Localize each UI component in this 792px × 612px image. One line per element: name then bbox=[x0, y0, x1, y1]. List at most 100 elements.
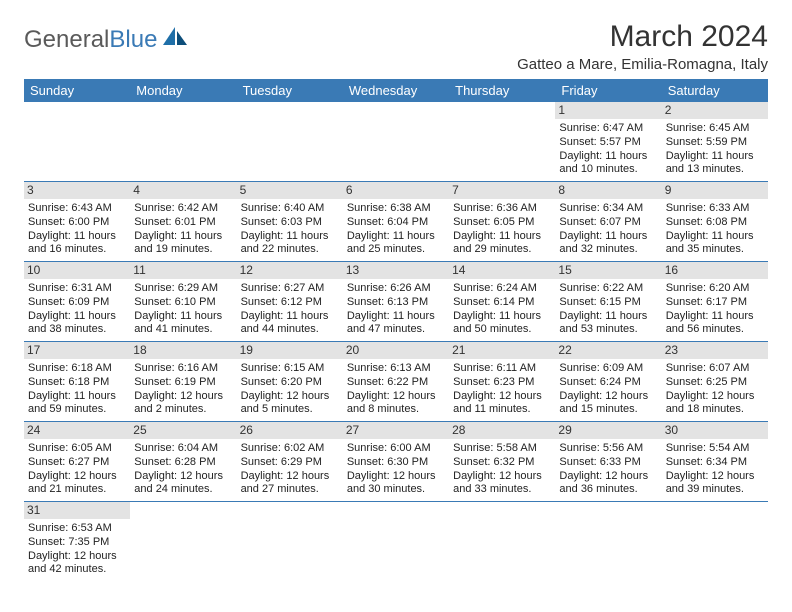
sunrise-line: Sunrise: 6:24 AM bbox=[453, 282, 551, 296]
sunrise-line: Sunrise: 6:31 AM bbox=[28, 282, 126, 296]
sunset-line: Sunset: 6:14 PM bbox=[453, 296, 551, 310]
day-number: 3 bbox=[24, 182, 130, 199]
blank-cell bbox=[237, 102, 343, 181]
sunrise-line: Sunrise: 6:02 AM bbox=[241, 442, 339, 456]
daylight-line: Daylight: 12 hours and 15 minutes. bbox=[559, 390, 657, 418]
sunrise-line: Sunrise: 6:18 AM bbox=[28, 362, 126, 376]
sunset-line: Sunset: 5:57 PM bbox=[559, 136, 657, 150]
day-cell: 5Sunrise: 6:40 AMSunset: 6:03 PMDaylight… bbox=[237, 182, 343, 261]
sunrise-line: Sunrise: 6:34 AM bbox=[559, 202, 657, 216]
day-cell: 16Sunrise: 6:20 AMSunset: 6:17 PMDayligh… bbox=[662, 262, 768, 341]
day-number: 16 bbox=[662, 262, 768, 279]
sunset-line: Sunset: 6:10 PM bbox=[134, 296, 232, 310]
sunrise-line: Sunrise: 6:16 AM bbox=[134, 362, 232, 376]
logo-text-blue: Blue bbox=[109, 26, 157, 54]
daylight-line: Daylight: 11 hours and 29 minutes. bbox=[453, 230, 551, 258]
day-header: Sunday bbox=[24, 79, 130, 102]
blank-cell bbox=[24, 102, 130, 181]
title-block: March 2024 Gatteo a Mare, Emilia-Romagna… bbox=[517, 20, 768, 73]
day-cell: 2Sunrise: 6:45 AMSunset: 5:59 PMDaylight… bbox=[662, 102, 768, 181]
day-header: Friday bbox=[555, 79, 661, 102]
week-row: 3Sunrise: 6:43 AMSunset: 6:00 PMDaylight… bbox=[24, 182, 768, 262]
sunrise-line: Sunrise: 6:38 AM bbox=[347, 202, 445, 216]
blank-cell bbox=[343, 502, 449, 581]
day-header: Tuesday bbox=[237, 79, 343, 102]
sunrise-line: Sunrise: 6:09 AM bbox=[559, 362, 657, 376]
day-cell: 9Sunrise: 6:33 AMSunset: 6:08 PMDaylight… bbox=[662, 182, 768, 261]
day-cell: 18 Sunrise: 6:16 AMSunset: 6:19 PMDayligh… bbox=[130, 342, 236, 421]
day-cell: 22 Sunrise: 6:09 AMSunset: 6:24 PMDayligh… bbox=[555, 342, 661, 421]
day-number: 4 bbox=[130, 182, 236, 199]
sunrise-line: Sunrise: 6:11 AM bbox=[453, 362, 551, 376]
sunrise-line: Sunrise: 5:58 AM bbox=[453, 442, 551, 456]
daylight-line: Daylight: 12 hours and 2 minutes. bbox=[134, 390, 232, 418]
sunrise-line: Sunrise: 6:15 AM bbox=[241, 362, 339, 376]
sunset-line: Sunset: 6:22 PM bbox=[347, 376, 445, 390]
day-number: 8 bbox=[555, 182, 661, 199]
sunrise-line: Sunrise: 5:54 AM bbox=[666, 442, 764, 456]
day-header: Monday bbox=[130, 79, 236, 102]
day-number: 11 bbox=[130, 262, 236, 279]
day-cell: 17Sunrise: 6:18 AMSunset: 6:18 PMDayligh… bbox=[24, 342, 130, 421]
daylight-line: Daylight: 12 hours and 42 minutes. bbox=[28, 550, 126, 578]
week-row: 10Sunrise: 6:31 AMSunset: 6:09 PMDayligh… bbox=[24, 262, 768, 342]
day-number: 18 bbox=[130, 342, 236, 359]
sunset-line: Sunset: 6:07 PM bbox=[559, 216, 657, 230]
day-cell: 26Sunrise: 6:02 AMSunset: 6:29 PMDayligh… bbox=[237, 422, 343, 501]
daylight-line: Daylight: 11 hours and 22 minutes. bbox=[241, 230, 339, 258]
sunset-line: Sunset: 6:03 PM bbox=[241, 216, 339, 230]
week-row: 1Sunrise: 6:47 AMSunset: 5:57 PMDaylight… bbox=[24, 102, 768, 182]
sunrise-line: Sunrise: 6:36 AM bbox=[453, 202, 551, 216]
day-number: 24 bbox=[24, 422, 130, 439]
blank-cell bbox=[449, 502, 555, 581]
sunset-line: Sunset: 6:34 PM bbox=[666, 456, 764, 470]
sunrise-line: Sunrise: 6:47 AM bbox=[559, 122, 657, 136]
daylight-line: Daylight: 11 hours and 32 minutes. bbox=[559, 230, 657, 258]
sunrise-line: Sunrise: 6:43 AM bbox=[28, 202, 126, 216]
day-number: 25 bbox=[130, 422, 236, 439]
sail-icon bbox=[161, 25, 189, 52]
day-number: 22 bbox=[555, 342, 661, 359]
day-number: 10 bbox=[24, 262, 130, 279]
sunset-line: Sunset: 6:18 PM bbox=[28, 376, 126, 390]
day-number: 15 bbox=[555, 262, 661, 279]
sunrise-line: Sunrise: 6:33 AM bbox=[666, 202, 764, 216]
daylight-line: Daylight: 11 hours and 25 minutes. bbox=[347, 230, 445, 258]
sunrise-line: Sunrise: 6:20 AM bbox=[666, 282, 764, 296]
sunset-line: Sunset: 6:15 PM bbox=[559, 296, 657, 310]
sunset-line: Sunset: 7:35 PM bbox=[28, 536, 126, 550]
day-cell: 10Sunrise: 6:31 AMSunset: 6:09 PMDayligh… bbox=[24, 262, 130, 341]
blank-cell bbox=[130, 502, 236, 581]
day-cell: 24Sunrise: 6:05 AMSunset: 6:27 PMDayligh… bbox=[24, 422, 130, 501]
sunrise-line: Sunrise: 6:13 AM bbox=[347, 362, 445, 376]
day-cell: 1Sunrise: 6:47 AMSunset: 5:57 PMDaylight… bbox=[555, 102, 661, 181]
day-header: Saturday bbox=[662, 79, 768, 102]
daylight-line: Daylight: 12 hours and 39 minutes. bbox=[666, 470, 764, 498]
sunset-line: Sunset: 6:04 PM bbox=[347, 216, 445, 230]
day-number: 6 bbox=[343, 182, 449, 199]
sunset-line: Sunset: 6:05 PM bbox=[453, 216, 551, 230]
calendar-page: GeneralBlue March 2024 Gatteo a Mare, Em… bbox=[0, 0, 792, 601]
sunset-line: Sunset: 6:29 PM bbox=[241, 456, 339, 470]
day-cell: 4Sunrise: 6:42 AMSunset: 6:01 PMDaylight… bbox=[130, 182, 236, 261]
day-number: 9 bbox=[662, 182, 768, 199]
day-number: 26 bbox=[237, 422, 343, 439]
sunset-line: Sunset: 6:28 PM bbox=[134, 456, 232, 470]
sunrise-line: Sunrise: 6:53 AM bbox=[28, 522, 126, 536]
day-cell: 13Sunrise: 6:26 AMSunset: 6:13 PMDayligh… bbox=[343, 262, 449, 341]
sunset-line: Sunset: 6:19 PM bbox=[134, 376, 232, 390]
day-number: 27 bbox=[343, 422, 449, 439]
sunset-line: Sunset: 6:24 PM bbox=[559, 376, 657, 390]
header: GeneralBlue March 2024 Gatteo a Mare, Em… bbox=[24, 20, 768, 73]
day-cell: 27Sunrise: 6:00 AMSunset: 6:30 PMDayligh… bbox=[343, 422, 449, 501]
logo-text-general: General bbox=[24, 26, 109, 54]
blank-cell bbox=[449, 102, 555, 181]
day-number: 20 bbox=[343, 342, 449, 359]
page-title: March 2024 bbox=[517, 20, 768, 54]
daylight-line: Daylight: 11 hours and 19 minutes. bbox=[134, 230, 232, 258]
sunset-line: Sunset: 5:59 PM bbox=[666, 136, 764, 150]
sunset-line: Sunset: 6:30 PM bbox=[347, 456, 445, 470]
daylight-line: Daylight: 12 hours and 8 minutes. bbox=[347, 390, 445, 418]
sunrise-line: Sunrise: 6:40 AM bbox=[241, 202, 339, 216]
day-number: 28 bbox=[449, 422, 555, 439]
